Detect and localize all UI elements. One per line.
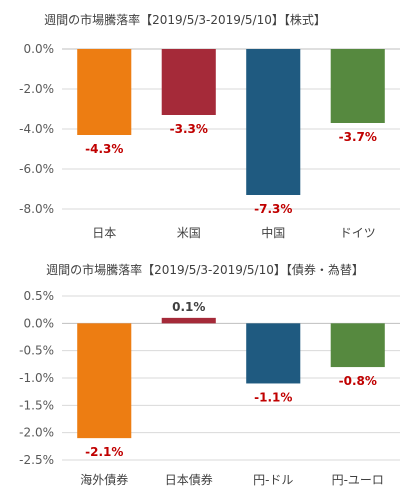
category-label: 中国 [261, 225, 285, 240]
bond-fx-return-chart: 週間の市場騰落率【2019/5/3-2019/5/10】【債券・為替】 0.5%… [19, 262, 400, 487]
chart-title: 週間の市場騰落率【2019/5/3-2019/5/10】【債券・為替】 [46, 262, 364, 277]
y-tick-label: 0.0% [24, 42, 55, 56]
y-tick-label: -4.0% [19, 122, 54, 136]
bar [161, 49, 216, 115]
category-label: ドイツ [340, 226, 376, 240]
y-tick-label: -6.0% [19, 162, 54, 176]
data-label: 0.1% [172, 300, 205, 314]
data-label: -1.1% [254, 390, 292, 404]
bar [330, 49, 385, 123]
y-tick-label: -0.5% [19, 344, 54, 358]
y-tick-label: -1.0% [19, 371, 54, 385]
chart-title: 週間の市場騰落率【2019/5/3-2019/5/10】【株式】 [44, 12, 326, 27]
data-label: -7.3% [254, 202, 292, 216]
y-tick-label: -2.0% [19, 82, 54, 96]
bar [246, 323, 301, 384]
y-tick-label: -8.0% [19, 202, 54, 216]
category-label: 米国 [177, 226, 201, 240]
category-label: 日本 [92, 226, 116, 240]
data-label: -4.3% [85, 142, 123, 156]
bar [77, 49, 132, 135]
bar [161, 317, 216, 324]
y-tick-label: -2.0% [19, 426, 54, 440]
category-label: 円-ドル [253, 473, 293, 487]
category-label: 日本債券 [165, 472, 213, 487]
category-label: 円-ユーロ [332, 473, 384, 487]
data-label: -0.8% [339, 374, 377, 388]
y-tick-label: 0.0% [24, 316, 55, 330]
y-tick-label: 0.5% [24, 289, 55, 303]
bar [77, 323, 132, 439]
data-label: -3.7% [339, 130, 377, 144]
y-tick-label: -1.5% [19, 398, 54, 412]
bar [246, 49, 301, 195]
y-tick-label: -2.5% [19, 453, 54, 467]
data-label: -2.1% [85, 445, 123, 459]
data-label: -3.3% [170, 122, 208, 136]
bar [330, 323, 385, 368]
category-label: 海外債券 [80, 472, 128, 487]
stock-return-chart: 週間の市場騰落率【2019/5/3-2019/5/10】【株式】 0.0% -2.… [19, 12, 400, 240]
